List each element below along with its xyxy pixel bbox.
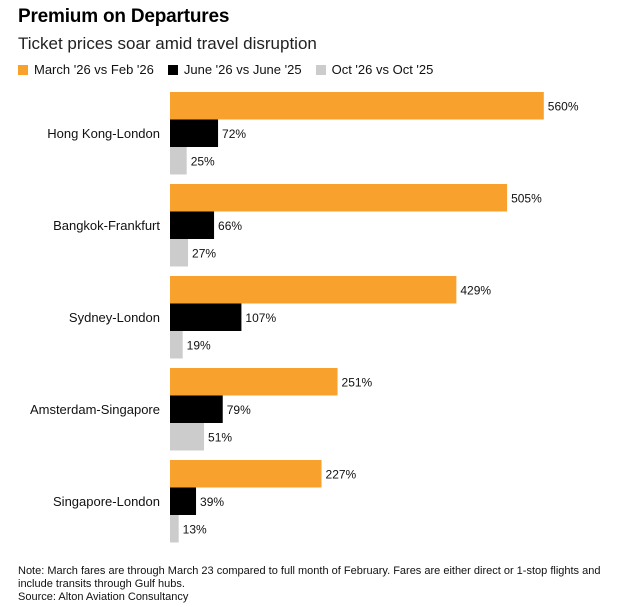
legend-label-march: March '26 vs Feb '26 bbox=[34, 62, 154, 77]
value-label-hong-kong-london-june: 72% bbox=[222, 127, 246, 141]
chart-subtitle: Ticket prices soar amid travel disruptio… bbox=[18, 34, 317, 53]
bar-bangkok-frankfurt-march bbox=[170, 184, 508, 212]
footer: Note: March fares are through March 23 c… bbox=[18, 565, 618, 604]
value-label-amsterdam-singapore-march: 251% bbox=[342, 375, 373, 389]
category-label-amsterdam-singapore: Amsterdam-Singapore bbox=[30, 402, 160, 417]
legend-swatch-june bbox=[167, 64, 178, 75]
value-label-bangkok-frankfurt-oct: 27% bbox=[192, 246, 216, 260]
category-label-singapore-london: Singapore-London bbox=[53, 494, 160, 509]
bar-amsterdam-singapore-june bbox=[170, 395, 223, 423]
chart-title: Premium on Departures bbox=[18, 6, 230, 27]
value-label-amsterdam-singapore-oct: 51% bbox=[208, 430, 232, 444]
legend-item-oct: Oct '26 vs Oct '25 bbox=[315, 62, 434, 77]
bar-hong-kong-london-oct bbox=[170, 147, 187, 175]
footer-source: Source: Alton Aviation Consultancy bbox=[18, 591, 189, 603]
value-label-sydney-london-march: 429% bbox=[460, 283, 491, 297]
bar-chart: Hong Kong-London 560% 72% 25% Bangkok-Frankf… bbox=[30, 92, 579, 543]
category-label-sydney-london: Sydney-London bbox=[69, 310, 160, 325]
legend-item-june: June '26 vs June '25 bbox=[167, 62, 302, 77]
value-label-amsterdam-singapore-june: 79% bbox=[227, 403, 251, 417]
bar-sydney-london-march bbox=[170, 276, 457, 304]
bar-bangkok-frankfurt-oct bbox=[170, 239, 189, 267]
value-label-bangkok-frankfurt-june: 66% bbox=[218, 219, 242, 233]
legend-item-march: March '26 vs Feb '26 bbox=[18, 62, 154, 77]
legend-label-june: June '26 vs June '25 bbox=[183, 62, 302, 77]
bar-sydney-london-oct bbox=[170, 331, 183, 359]
value-label-singapore-london-oct: 13% bbox=[183, 522, 207, 536]
legend-swatch-oct bbox=[315, 64, 326, 75]
bar-hong-kong-london-june bbox=[170, 119, 219, 147]
value-label-hong-kong-london-oct: 25% bbox=[191, 154, 215, 168]
value-label-singapore-london-june: 39% bbox=[200, 495, 224, 509]
value-label-singapore-london-march: 227% bbox=[326, 467, 357, 481]
value-label-sydney-london-june: 107% bbox=[245, 311, 276, 325]
legend-label-oct: Oct '26 vs Oct '25 bbox=[331, 62, 434, 77]
legend: March '26 vs Feb '26 June '26 vs June '2… bbox=[18, 62, 447, 77]
value-label-hong-kong-london-march: 560% bbox=[548, 99, 579, 113]
value-label-sydney-london-oct: 19% bbox=[187, 338, 211, 352]
bar-singapore-london-june bbox=[170, 487, 197, 515]
bar-amsterdam-singapore-oct bbox=[170, 423, 205, 451]
bar-hong-kong-london-march bbox=[170, 92, 544, 120]
bar-singapore-london-march bbox=[170, 460, 322, 488]
bar-sydney-london-june bbox=[170, 303, 242, 331]
category-label-bangkok-frankfurt: Bangkok-Frankfurt bbox=[53, 218, 160, 233]
legend-swatch-march bbox=[18, 64, 28, 75]
value-label-bangkok-frankfurt-march: 505% bbox=[511, 191, 542, 205]
bar-amsterdam-singapore-march bbox=[170, 368, 338, 396]
footer-note: Note: March fares are through March 23 c… bbox=[18, 565, 601, 590]
bar-singapore-london-oct bbox=[170, 515, 179, 543]
bar-bangkok-frankfurt-june bbox=[170, 211, 215, 239]
category-label-hong-kong-london: Hong Kong-London bbox=[47, 126, 160, 141]
